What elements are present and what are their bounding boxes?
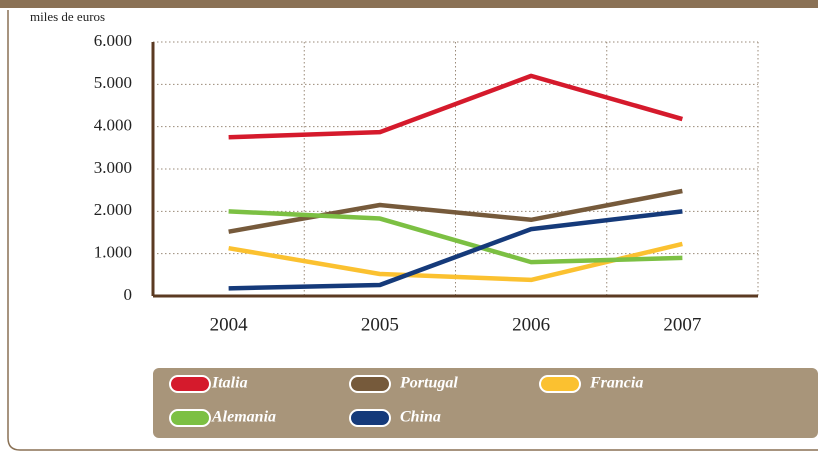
legend-swatch [349, 375, 391, 393]
y-tick-label: 1.000 [94, 243, 132, 262]
x-tick-label: 2007 [663, 314, 701, 335]
y-tick-label: 3.000 [94, 158, 132, 177]
y-tick-label: 2.000 [94, 200, 132, 219]
legend-swatch [169, 409, 211, 427]
y-tick-label: 5.000 [94, 73, 132, 92]
y-axis-label: miles de euros [30, 9, 105, 24]
y-tick-label: 0 [124, 285, 133, 304]
line-series [228, 209, 683, 265]
legend-label: China [400, 409, 441, 426]
legend-swatch [169, 375, 211, 393]
legend-label: Alemania [211, 409, 276, 426]
line-series [228, 73, 683, 140]
legend [153, 368, 818, 438]
x-tick-label: 2006 [512, 314, 550, 335]
frame [7, 10, 818, 451]
legend-label: Portugal [399, 375, 458, 392]
legend-label: Francia [589, 375, 643, 392]
x-tick-label: 2004 [210, 314, 249, 335]
legend-label: Italia [211, 375, 248, 392]
legend-swatch [349, 409, 391, 427]
line-series [228, 209, 683, 291]
legend-swatch [539, 375, 581, 393]
y-tick-label: 6.000 [94, 31, 132, 50]
header-band [0, 0, 818, 8]
x-tick-label: 2005 [361, 314, 399, 335]
line-series [228, 188, 683, 234]
y-tick-label: 4.000 [94, 116, 132, 135]
